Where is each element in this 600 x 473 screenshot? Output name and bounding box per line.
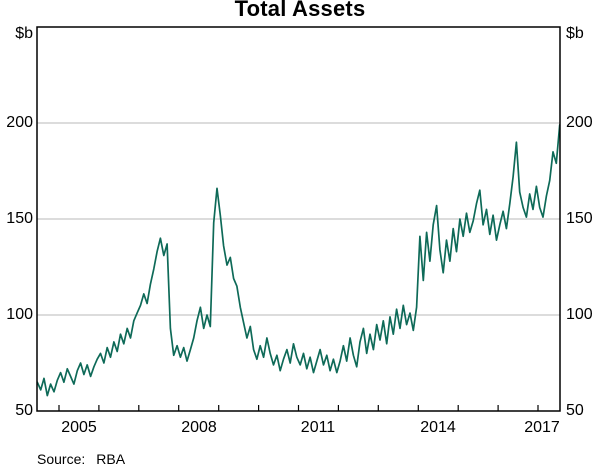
x-axis-year-label-2017: 2017 bbox=[524, 419, 560, 436]
y-axis-label-right-150: 150 bbox=[566, 210, 593, 227]
y-axis-label-left-200: 200 bbox=[6, 114, 33, 131]
y-axis-label-left-150: 150 bbox=[6, 210, 33, 227]
y-axis-label-left-50: 50 bbox=[15, 402, 33, 419]
source-note: Source: RBA bbox=[37, 451, 125, 467]
source-value: RBA bbox=[96, 451, 126, 467]
total-assets-series-line bbox=[36, 124, 561, 397]
source-label: Source: bbox=[37, 451, 86, 467]
y-axis-label-right-50: 50 bbox=[566, 402, 584, 419]
x-axis-year-label-2005: 2005 bbox=[61, 419, 97, 436]
chart-title: Total Assets bbox=[234, 0, 366, 21]
x-axis-year-label-2011: 2011 bbox=[300, 419, 336, 436]
y-axis-label-right-100: 100 bbox=[566, 306, 593, 323]
y-axis-label-right-200: 200 bbox=[566, 114, 593, 131]
y-axis-unit-left: $b bbox=[15, 25, 33, 42]
x-axis-year-label-2008: 2008 bbox=[181, 419, 217, 436]
plot-border bbox=[36, 26, 561, 412]
x-axis-year-label-2014: 2014 bbox=[420, 419, 456, 436]
y-axis-label-left-100: 100 bbox=[6, 306, 33, 323]
y-axis-unit-right: $b bbox=[566, 25, 584, 42]
